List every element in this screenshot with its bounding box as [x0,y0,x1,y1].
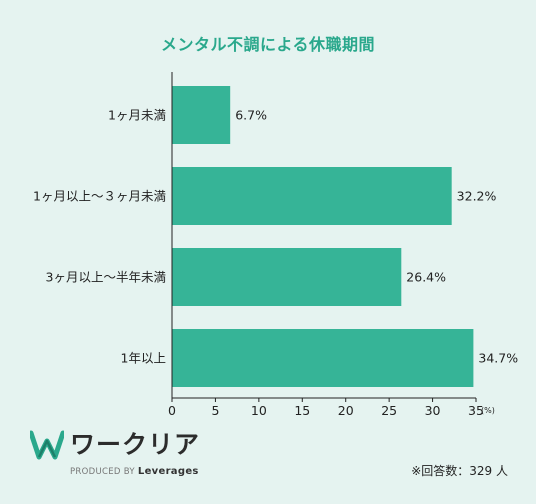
value-label-3: 26.4% [406,270,446,285]
x-tick-label-0: 0 [168,403,176,418]
x-tick-label-35: 35 [468,403,484,418]
value-label-1: 6.7% [235,108,267,123]
respondent-count-note: ※回答数：329 人 [411,464,508,478]
bar-1 [172,86,231,144]
x-unit-label: (%) [481,406,495,415]
value-label-2: 32.2% [457,189,497,204]
value-label-4: 34.7% [478,351,518,366]
brand-name: ワークリア [70,430,201,459]
category-label-3: 3ヶ月以上～半年未満 [46,270,166,285]
produced-by-label: PRODUCED BY [70,467,135,477]
bar-2 [172,167,452,225]
x-tick-label-5: 5 [211,403,219,418]
category-label-4: 1年以上 [121,351,166,366]
x-tick-label-30: 30 [425,403,441,418]
x-tick-label-25: 25 [381,403,397,418]
bar-chart: 1ヶ月未満 6.7% 1ヶ月以上～３ヶ月未満 32.2% 3ヶ月以上～半年未満 26.4%… [33,72,518,418]
x-tick-label-10: 10 [251,403,267,418]
brand-produced-by: PRODUCED BY Leverages [70,466,199,477]
bar-4 [172,329,474,387]
worklear-logo-icon [30,430,64,460]
category-label-1: 1ヶ月未満 [108,108,166,123]
chart-title: メンタル不調による休職期間 [160,35,376,54]
company-name: Leverages [137,466,199,477]
brand-logo: ワークリア PRODUCED BY Leverages [30,426,250,486]
x-tick-label-20: 20 [338,403,354,418]
x-tick-label-15: 15 [294,403,310,418]
bar-3 [172,248,402,306]
category-label-2: 1ヶ月以上～３ヶ月未満 [33,189,166,204]
